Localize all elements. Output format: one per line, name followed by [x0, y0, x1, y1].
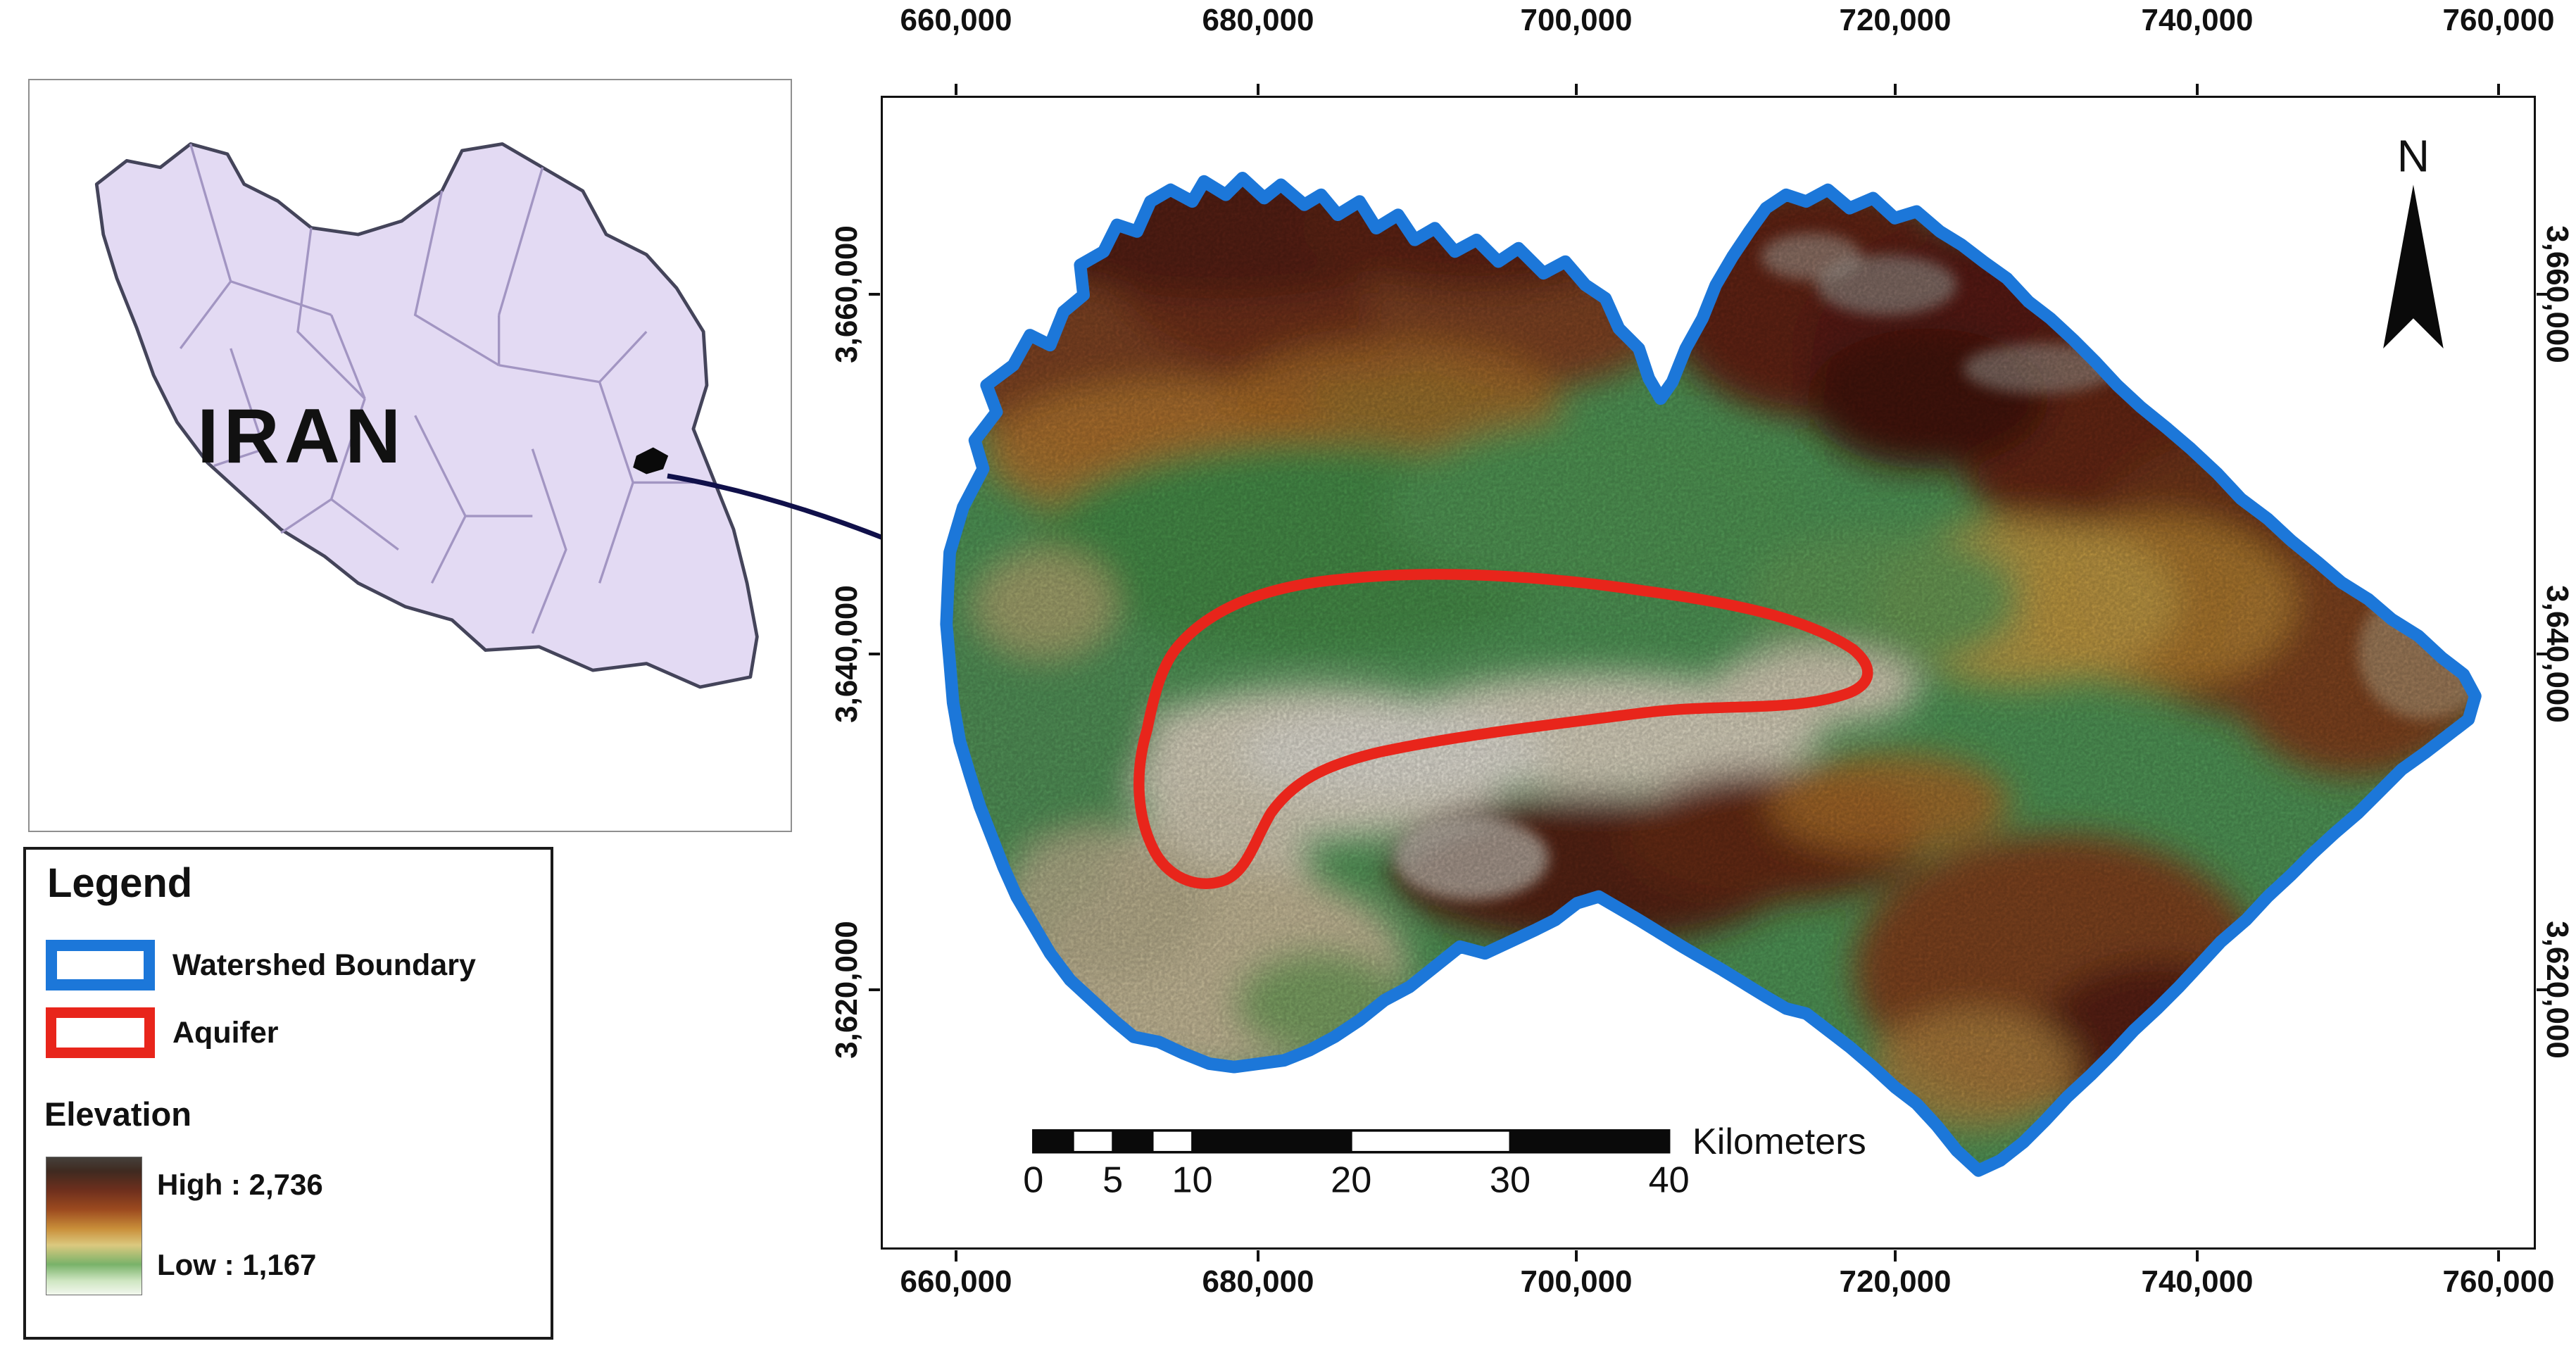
scale-unit-label: Kilometers — [1692, 1121, 1866, 1162]
north-arrow-icon: N — [2383, 130, 2444, 349]
main-map-svg: N 0 5 10 20 30 40 Kilometers — [940, 130, 2482, 1201]
x-axis-label-top-760000: 760,000 — [2442, 3, 2555, 37]
elevation-title: Elevation — [44, 1095, 191, 1133]
scale-bar: 0 5 10 20 30 40 Kilometers — [1023, 1121, 1866, 1201]
iran-inset-svg: IRAN — [94, 142, 759, 689]
x-axis-label-bottom-760000: 760,000 — [2442, 1264, 2555, 1299]
scale-tick-40: 40 — [1649, 1160, 1690, 1201]
x-axis-label-top-720000: 720,000 — [1839, 3, 1952, 37]
x-axis-label-bottom-660000: 660,000 — [900, 1264, 1012, 1299]
x-axis-label-bottom-720000: 720,000 — [1839, 1264, 1952, 1299]
scale-tick-10: 10 — [1171, 1160, 1212, 1201]
y-axis-label-left-3660000: 3,660,000 — [829, 225, 864, 363]
study-area-marker — [633, 447, 669, 474]
elevation-high-label: High : 2,736 — [157, 1168, 323, 1201]
main-map-frame: N 0 5 10 20 30 40 Kilometers — [881, 96, 2536, 1250]
x-axis-label-bottom-680000: 680,000 — [1202, 1264, 1314, 1299]
watershed-boundary-swatch — [46, 940, 155, 990]
x-axis-label-top-680000: 680,000 — [1202, 3, 1314, 37]
watershed-boundary-label: Watershed Boundary — [172, 948, 476, 982]
scale-tick-20: 20 — [1331, 1160, 1371, 1201]
north-label: N — [2397, 130, 2430, 181]
x-axis-label-bottom-740000: 740,000 — [2141, 1264, 2254, 1299]
legend: Legend Watershed Boundary Aquifer Elevat… — [23, 847, 553, 1340]
aquifer-boundary — [1133, 569, 1873, 889]
scale-tick-30: 30 — [1490, 1160, 1531, 1201]
x-axis-label-top-700000: 700,000 — [1520, 3, 1633, 37]
scale-tick-0: 0 — [1023, 1160, 1043, 1201]
scale-tick-5: 5 — [1102, 1160, 1123, 1201]
legend-title: Legend — [47, 860, 193, 906]
x-axis-label-top-660000: 660,000 — [900, 3, 1012, 37]
x-axis-label-bottom-700000: 700,000 — [1520, 1264, 1633, 1299]
y-axis-label-left-3640000: 3,640,000 — [829, 585, 864, 723]
elevation-color-ramp — [46, 1157, 142, 1295]
aquifer-label: Aquifer — [172, 1016, 279, 1050]
iran-inset-map: IRAN — [28, 79, 792, 832]
aquifer-swatch — [46, 1007, 155, 1058]
watershed-boundary — [940, 172, 2482, 1177]
x-axis-label-top-740000: 740,000 — [2141, 3, 2254, 37]
y-axis-label-left-3620000: 3,620,000 — [829, 921, 864, 1059]
iran-label: IRAN — [197, 394, 406, 479]
terrain-elevation-raster — [946, 177, 2475, 1171]
iran-region — [94, 142, 759, 689]
elevation-low-label: Low : 1,167 — [157, 1248, 317, 1281]
